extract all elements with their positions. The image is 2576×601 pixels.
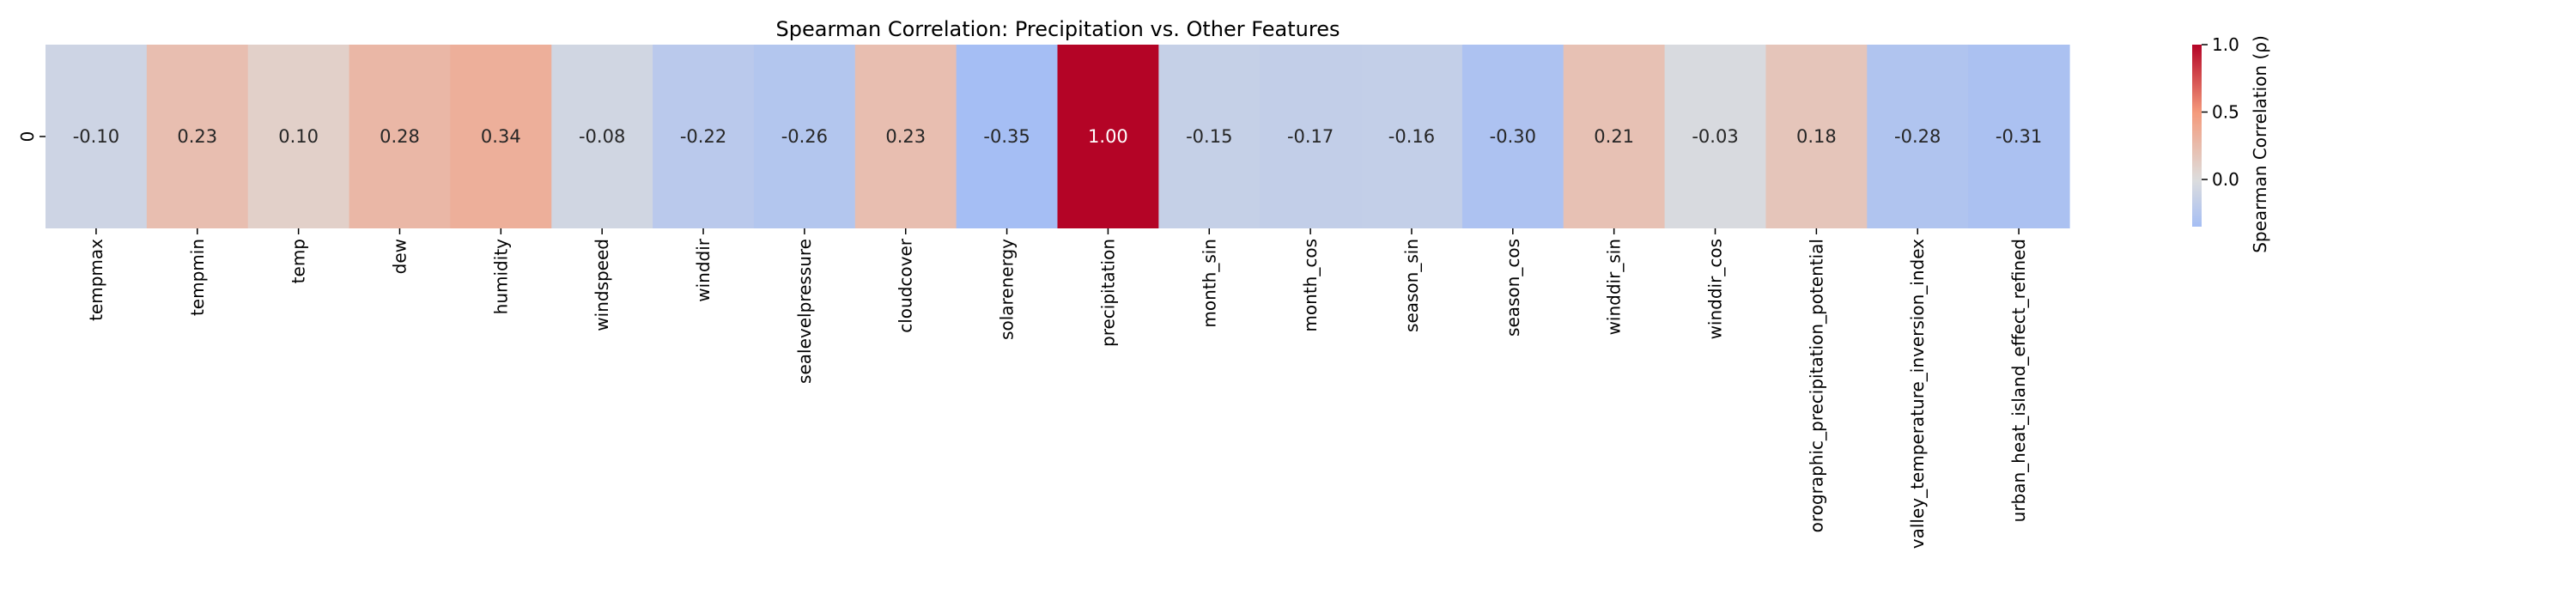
x-tick-label-tempmax: tempmax: [86, 239, 106, 321]
cell-value-winddir_sin: 0.21: [1594, 126, 1634, 147]
x-tick-label-solarenergy: solarenergy: [997, 239, 1018, 340]
heatmap-cell-windspeed: [551, 45, 653, 228]
colorbar-tick-label-0.5: 0.5: [2212, 102, 2239, 123]
x-tick-label-winddir: winddir: [693, 238, 714, 302]
colorbar-gradient: [2192, 45, 2202, 227]
cell-value-winddir_cos: -0.03: [1692, 126, 1738, 147]
cell-value-month_cos: -0.17: [1287, 126, 1334, 147]
x-tick-label-winddir_cos: winddir_cos: [1705, 239, 1726, 339]
heatmap-cell-cloudcover: [854, 45, 957, 228]
heatmap-cell-winddir: [653, 45, 755, 228]
heatmap-cell-humidity: [450, 45, 552, 228]
heatmap-cell-orographic_precipitation_potential: [1765, 45, 1868, 228]
cell-value-sealevelpressure: -0.26: [781, 126, 828, 147]
cell-value-solarenergy: -0.35: [983, 126, 1030, 147]
x-tick-label-valley_temperature_inversion_index: valley_temperature_inversion_index: [1907, 239, 1928, 549]
heatmap-cell-precipitation: [1057, 45, 1159, 228]
colorbar-tick-label-0.0: 0.0: [2212, 169, 2239, 190]
cell-value-month_sin: -0.15: [1186, 126, 1232, 147]
x-tick-label-dew: dew: [389, 239, 410, 274]
chart-title: Spearman Correlation: Precipitation vs. …: [776, 17, 1340, 41]
heatmap-cell-urban_heat_island_effect_refined: [1968, 45, 2070, 228]
heatmap-cell-dew: [349, 45, 451, 228]
x-tick-label-humidity: humidity: [490, 239, 511, 314]
heatmap-cell-season_sin: [1361, 45, 1463, 228]
heatmap-cell-valley_temperature_inversion_index: [1867, 45, 1969, 228]
y-axis-ticks: 0: [17, 131, 46, 143]
heatmap-cells: [46, 45, 2070, 228]
x-tick-label-cloudcover: cloudcover: [896, 238, 916, 333]
y-tick-label-0: 0: [17, 131, 38, 143]
x-tick-label-month_sin: month_sin: [1199, 239, 1219, 328]
colorbar: 0.0 0.5 1.0 Spearman Correlation (ρ): [2192, 34, 2270, 253]
cell-value-season_sin: -0.16: [1388, 126, 1435, 147]
cell-value-tempmax: -0.10: [73, 126, 119, 147]
x-tick-label-tempmin: tempmin: [187, 239, 208, 316]
x-tick-label-orographic_precipitation_potential: orographic_precipitation_potential: [1806, 239, 1826, 532]
heatmap-cell-solarenergy: [956, 45, 1059, 228]
x-tick-label-temp: temp: [289, 239, 309, 283]
colorbar-tick-label-1.0: 1.0: [2212, 34, 2239, 55]
heatmap-cell-month_cos: [1260, 45, 1362, 228]
cell-value-temp: 0.10: [278, 126, 319, 147]
x-tick-label-month_cos: month_cos: [1300, 239, 1321, 332]
heatmap-cell-temp: [247, 45, 350, 228]
heatmap-cell-season_cos: [1461, 45, 1564, 228]
heatmap-cell-tempmax: [46, 45, 148, 228]
cell-value-cloudcover: 0.23: [885, 126, 926, 147]
heatmap-cell-winddir_cos: [1664, 45, 1767, 228]
x-tick-label-windspeed: windspeed: [592, 239, 612, 331]
x-tick-label-urban_heat_island_effect_refined: urban_heat_island_effect_refined: [2008, 239, 2029, 522]
x-axis-ticks: tempmax tempmin temp dew humidity windspeed wi…: [86, 228, 2029, 549]
cell-value-winddir: -0.22: [680, 126, 726, 147]
cell-value-season_cos: -0.30: [1490, 126, 1536, 147]
cell-value-windspeed: -0.08: [579, 126, 625, 147]
heatmap-cell-month_sin: [1158, 45, 1261, 228]
cell-value-precipitation: 1.00: [1088, 126, 1128, 147]
cell-value-valley_temperature_inversion_index: -0.28: [1894, 126, 1941, 147]
x-tick-label-season_cos: season_cos: [1503, 239, 1523, 337]
heatmap-cell-sealevelpressure: [753, 45, 856, 228]
cell-value-dew: 0.28: [380, 126, 420, 147]
heatmap-cell-winddir_sin: [1563, 45, 1666, 228]
x-tick-label-precipitation: precipitation: [1097, 239, 1118, 347]
x-tick-label-winddir_sin: winddir_sin: [1604, 239, 1625, 335]
cell-value-tempmin: 0.23: [177, 126, 217, 147]
x-tick-label-sealevelpressure: sealevelpressure: [794, 239, 815, 384]
x-tick-label-season_sin: season_sin: [1401, 239, 1422, 332]
heatmap-cell-labels: -0.10 0.23 0.10 0.28 0.34 -0.08 -0.22 -0.26 0.23…: [73, 126, 2043, 147]
cell-value-humidity: 0.34: [481, 126, 521, 147]
colorbar-label: Spearman Correlation (ρ): [2250, 35, 2270, 253]
cell-value-orographic_precipitation_potential: 0.18: [1796, 126, 1837, 147]
cell-value-urban_heat_island_effect_refined: -0.31: [1996, 126, 2042, 147]
heatmap-cell-tempmin: [146, 45, 249, 228]
